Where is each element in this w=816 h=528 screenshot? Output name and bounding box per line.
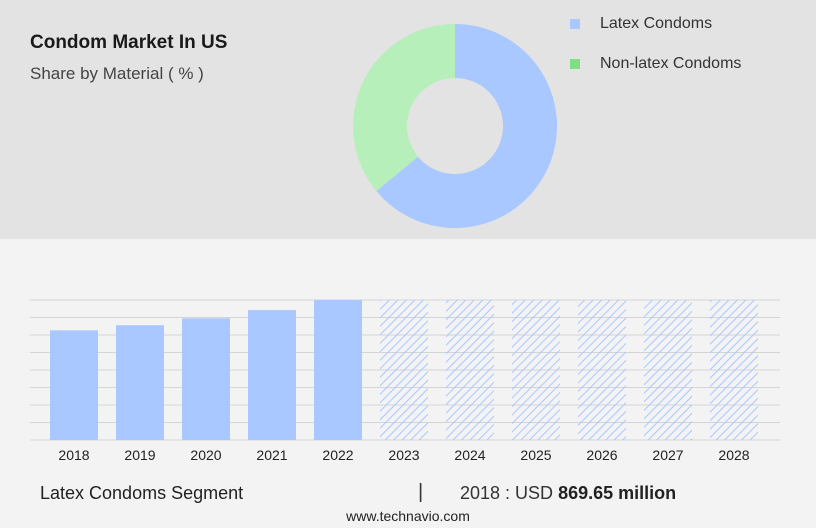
- x-tick-label: 2022: [322, 447, 353, 463]
- legend: Latex Condoms Non-latex Condoms: [570, 14, 741, 94]
- bar-2021: [248, 310, 296, 440]
- donut-chart: [353, 24, 557, 228]
- bar-2019: [116, 325, 164, 440]
- bar-2026: [578, 300, 626, 440]
- bar-chart: 2018 2019 2020 2021 2022 2023 2024 2025 2026 2027…: [30, 299, 780, 463]
- legend-item-latex: Latex Condoms: [570, 14, 741, 34]
- x-tick-label: 2023: [388, 447, 419, 463]
- legend-swatch-latex: [570, 19, 580, 29]
- bar-2022: [314, 300, 362, 440]
- chart-subtitle: Share by Material ( % ): [30, 64, 204, 83]
- x-tick-label: 2027: [652, 447, 683, 463]
- x-tick-label: 2020: [190, 447, 221, 463]
- chart-title: Condom Market In US: [30, 32, 228, 53]
- legend-label-latex: Latex Condoms: [600, 15, 713, 32]
- segment-value-prefix: 2018 : USD: [460, 483, 554, 503]
- donut-slice-non-latex: [353, 24, 455, 192]
- legend-label-non-latex: Non-latex Condoms: [600, 55, 742, 72]
- bar-2025: [512, 300, 560, 440]
- bar-2018: [50, 330, 98, 440]
- segment-value: 2018 : USD 869.65 million: [460, 483, 676, 504]
- bar-2020: [182, 318, 230, 440]
- x-tick-label: 2018: [58, 447, 89, 463]
- footer-separator: |: [418, 481, 424, 503]
- bar-2027: [644, 300, 692, 440]
- x-tick-label: 2024: [454, 447, 485, 463]
- x-tick-label: 2028: [718, 447, 749, 463]
- segment-label: Latex Condoms Segment: [40, 483, 244, 503]
- bar-2024: [446, 300, 494, 440]
- legend-swatch-non-latex: [570, 59, 580, 69]
- segment-value-amount: 869.65 million: [558, 483, 677, 503]
- x-tick-label: 2025: [520, 447, 551, 463]
- donut-slice-latex: [376, 24, 557, 228]
- x-tick-label: 2019: [124, 447, 155, 463]
- x-tick-label: 2026: [586, 447, 617, 463]
- legend-item-non-latex: Non-latex Condoms: [570, 54, 741, 74]
- source-link[interactable]: www.technavio.com: [346, 508, 470, 524]
- x-tick-label: 2021: [256, 447, 287, 463]
- bar-2023: [380, 300, 428, 440]
- bar-2028: [710, 300, 758, 440]
